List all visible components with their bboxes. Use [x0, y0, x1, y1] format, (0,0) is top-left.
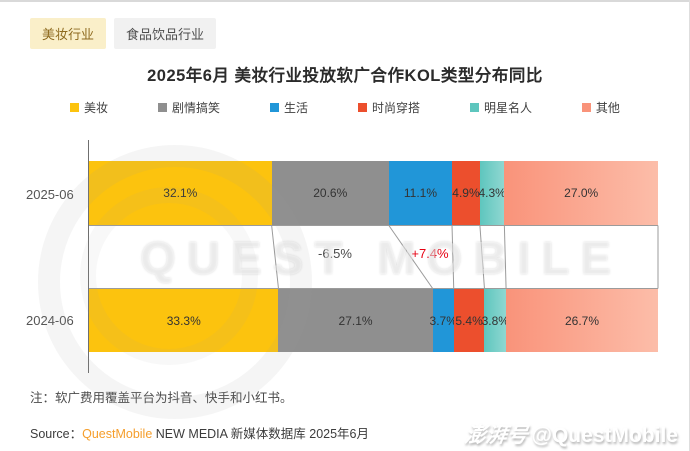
bar-segment: 4.3% — [478, 161, 506, 225]
bar-segment-value: 20.6% — [313, 186, 348, 200]
bar-segment-value: 4.9% — [452, 186, 480, 200]
bar-segment-value: 5.4% — [455, 313, 483, 328]
bar-segment: 26.7% — [506, 289, 658, 352]
bar-segment: 3.8% — [481, 289, 509, 352]
legend-item: 时尚穿搭 — [357, 99, 420, 116]
legend-label: 剧情搞笑 — [171, 101, 220, 115]
source-line: Source：QuestMobile NEW MEDIA 新媒体数据库 2025… — [30, 423, 369, 442]
legend-swatch — [157, 103, 167, 112]
chart-legend: 美妆 剧情搞笑 生活 时尚穿搭 明星名人 其他 — [70, 99, 620, 116]
tab-beauty-industry[interactable]: 美妆行业 — [30, 18, 107, 49]
bar-segment: 20.6% — [271, 161, 389, 225]
legend-label: 时尚穿搭 — [371, 101, 420, 115]
source-rest: NEW MEDIA 新媒体数据库 2025年6月 — [152, 427, 370, 441]
legend-item: 明星名人 — [469, 99, 532, 116]
legend-swatch — [70, 103, 79, 112]
bar-segment: 27.0% — [504, 161, 658, 225]
annotation-life-change: +7.4% — [411, 246, 449, 261]
bar-segment-value: 32.1% — [163, 186, 198, 200]
bar-segment: 3.7% — [429, 289, 457, 352]
legend-swatch — [269, 103, 279, 112]
bar-segment: 33.3% — [89, 289, 279, 352]
connector-lines — [89, 225, 659, 289]
tab-food-beverage-industry[interactable]: 食品饮品行业 — [114, 18, 217, 49]
row-label-2025-06: 2025-06 — [26, 187, 74, 202]
bar-segment: 11.1% — [388, 161, 453, 225]
source-brand: QuestMobile — [82, 427, 153, 441]
bar-segment-value: 27.0% — [564, 186, 599, 200]
legend-label: 其他 — [595, 101, 620, 115]
bar-row-2024-06: 33.3% 27.1% 3.7% 5.4% 3.8% 26.7% — [89, 289, 658, 352]
bar-segment-value: 11.1% — [403, 186, 437, 200]
bar-segment: 4.9% — [452, 161, 480, 225]
top-border — [0, 0, 690, 2]
y-axis-line — [88, 140, 89, 373]
legend-label: 明星名人 — [483, 101, 532, 115]
bar-row-2025-06: 32.1% 20.6% 11.1% 4.9% 4.3% 27.0% — [89, 161, 658, 225]
legend-swatch — [357, 103, 367, 112]
row-label-2024-06: 2024-06 — [26, 313, 74, 328]
legend-item: 美妆 — [70, 99, 108, 116]
bar-segment: 5.4% — [453, 289, 485, 352]
legend-item: 其他 — [581, 99, 620, 116]
source-label: Source： — [30, 427, 83, 441]
bar-segment: 32.1% — [89, 161, 272, 225]
bar-segment-value: 3.7% — [429, 313, 457, 328]
legend-swatch — [581, 103, 591, 112]
legend-item: 生活 — [269, 99, 308, 116]
legend-label: 生活 — [283, 101, 308, 115]
footnote: 注：软广费用覆盖平台为抖音、快手和小红书。 — [30, 391, 293, 405]
legend-item: 剧情搞笑 — [157, 99, 220, 116]
chart-title: 2025年6月 美妆行业投放软广合作KOL类型分布同比 — [147, 67, 543, 85]
bar-segment-value: 27.1% — [338, 313, 373, 328]
annotation-drama-change: -6.5% — [318, 246, 352, 261]
industry-tabs: 美妆行业 食品饮品行业 — [30, 18, 217, 49]
legend-swatch — [469, 103, 479, 112]
bar-segment-value: 4.3% — [478, 186, 506, 200]
bar-segment-value: 3.8% — [481, 313, 509, 328]
bar-segment-value: 33.3% — [166, 313, 201, 328]
bar-segment-value: 26.7% — [565, 313, 600, 328]
stacked-bars: 32.1% 20.6% 11.1% 4.9% 4.3% 27.0% 33.3% 27.1% 3.… — [89, 0, 658, 451]
legend-label: 美妆 — [84, 101, 109, 115]
bar-segment: 27.1% — [278, 289, 433, 352]
